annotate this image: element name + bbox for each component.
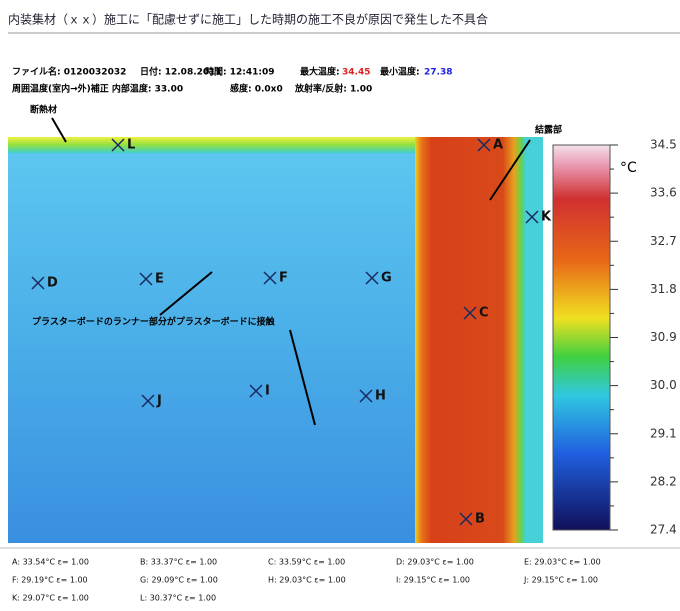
reading: B: 33.37°C ε= 1.00 — [140, 558, 217, 567]
scale-label: 28.2 — [650, 474, 677, 488]
warm-strip — [415, 137, 525, 543]
scale-label: 29.1 — [650, 426, 677, 440]
reading: D: 29.03°C ε= 1.00 — [396, 558, 474, 567]
info-field: 周囲温度(室内→外)補正 内部温度: 33.00 — [12, 83, 183, 95]
color-scale — [553, 145, 610, 530]
reading: E: 29.03°C ε= 1.00 — [524, 558, 601, 567]
reading: I: 29.15°C ε= 1.00 — [396, 576, 470, 585]
marker-label: F — [279, 271, 288, 286]
reading: H: 29.03°C ε= 1.00 — [268, 576, 346, 585]
annotation: プラスターボードのランナー部分がプラスターボードに接触 — [32, 316, 275, 328]
scale-label: 31.8 — [650, 282, 677, 296]
scale-label: 33.6 — [650, 186, 677, 200]
info-field: 最大温度: — [300, 66, 340, 78]
info-field: 放射率/反射: 1.00 — [294, 83, 372, 95]
right-edge — [525, 137, 543, 543]
info-field: 感度: 0.0x0 — [230, 83, 283, 95]
marker-label: I — [265, 384, 270, 399]
reading: G: 29.09°C ε= 1.00 — [140, 576, 218, 585]
annotation: 結露部 — [535, 124, 562, 136]
reading: L: 30.37°C ε= 1.00 — [140, 594, 216, 603]
marker-label: A — [493, 138, 503, 153]
info-field: ファイル名: 0120032032 — [12, 66, 126, 78]
marker-label: E — [155, 272, 164, 287]
marker-label: J — [156, 394, 162, 409]
scale-label: 30.0 — [650, 378, 677, 392]
info-line: 周囲温度(室内→外)補正 内部温度: 33.00 感度: 0.0x0 放射率/反射:… — [12, 83, 372, 95]
page: 内装集材（ｘｘ）施工に「配慮せずに施工」した時期の施工不良が原因で発生した不具合… — [0, 0, 680, 611]
marker-label: D — [47, 276, 58, 291]
title: 内装集材（ｘｘ）施工に「配慮せずに施工」した時期の施工不良が原因で発生した不具合 — [8, 12, 488, 27]
reading: J: 29.15°C ε= 1.00 — [523, 576, 598, 585]
reading: F: 29.19°C ε= 1.00 — [12, 576, 88, 585]
marker-label: C — [479, 306, 489, 321]
thermal-report: 内装集材（ｘｘ）施工に「配慮せずに施工」した時期の施工不良が原因で発生した不具合… — [0, 0, 680, 611]
reading: C: 33.59°C ε= 1.00 — [268, 558, 345, 567]
scale-label: 30.9 — [650, 330, 677, 344]
marker-label: B — [475, 512, 485, 527]
scale-label: 32.7 — [650, 234, 677, 248]
scale-label: 34.5 — [650, 138, 677, 152]
marker-label: G — [381, 271, 392, 286]
marker-label: L — [127, 138, 135, 153]
top-band — [8, 137, 428, 153]
info-field: 最小温度: — [380, 66, 420, 78]
unit: °C — [620, 160, 637, 176]
info-field: 27.38 — [424, 68, 452, 78]
info-field: 時間: 12:41:09 — [205, 66, 275, 78]
marker-label: H — [375, 389, 386, 404]
info-field: 34.45 — [342, 68, 370, 78]
reading: A: 33.54°C ε= 1.00 — [12, 558, 89, 567]
reading: K: 29.07°C ε= 1.00 — [12, 594, 89, 603]
annotation: 断熱材 — [30, 104, 57, 116]
scale-label: 27.4 — [650, 523, 677, 537]
marker-label: K — [541, 210, 552, 225]
